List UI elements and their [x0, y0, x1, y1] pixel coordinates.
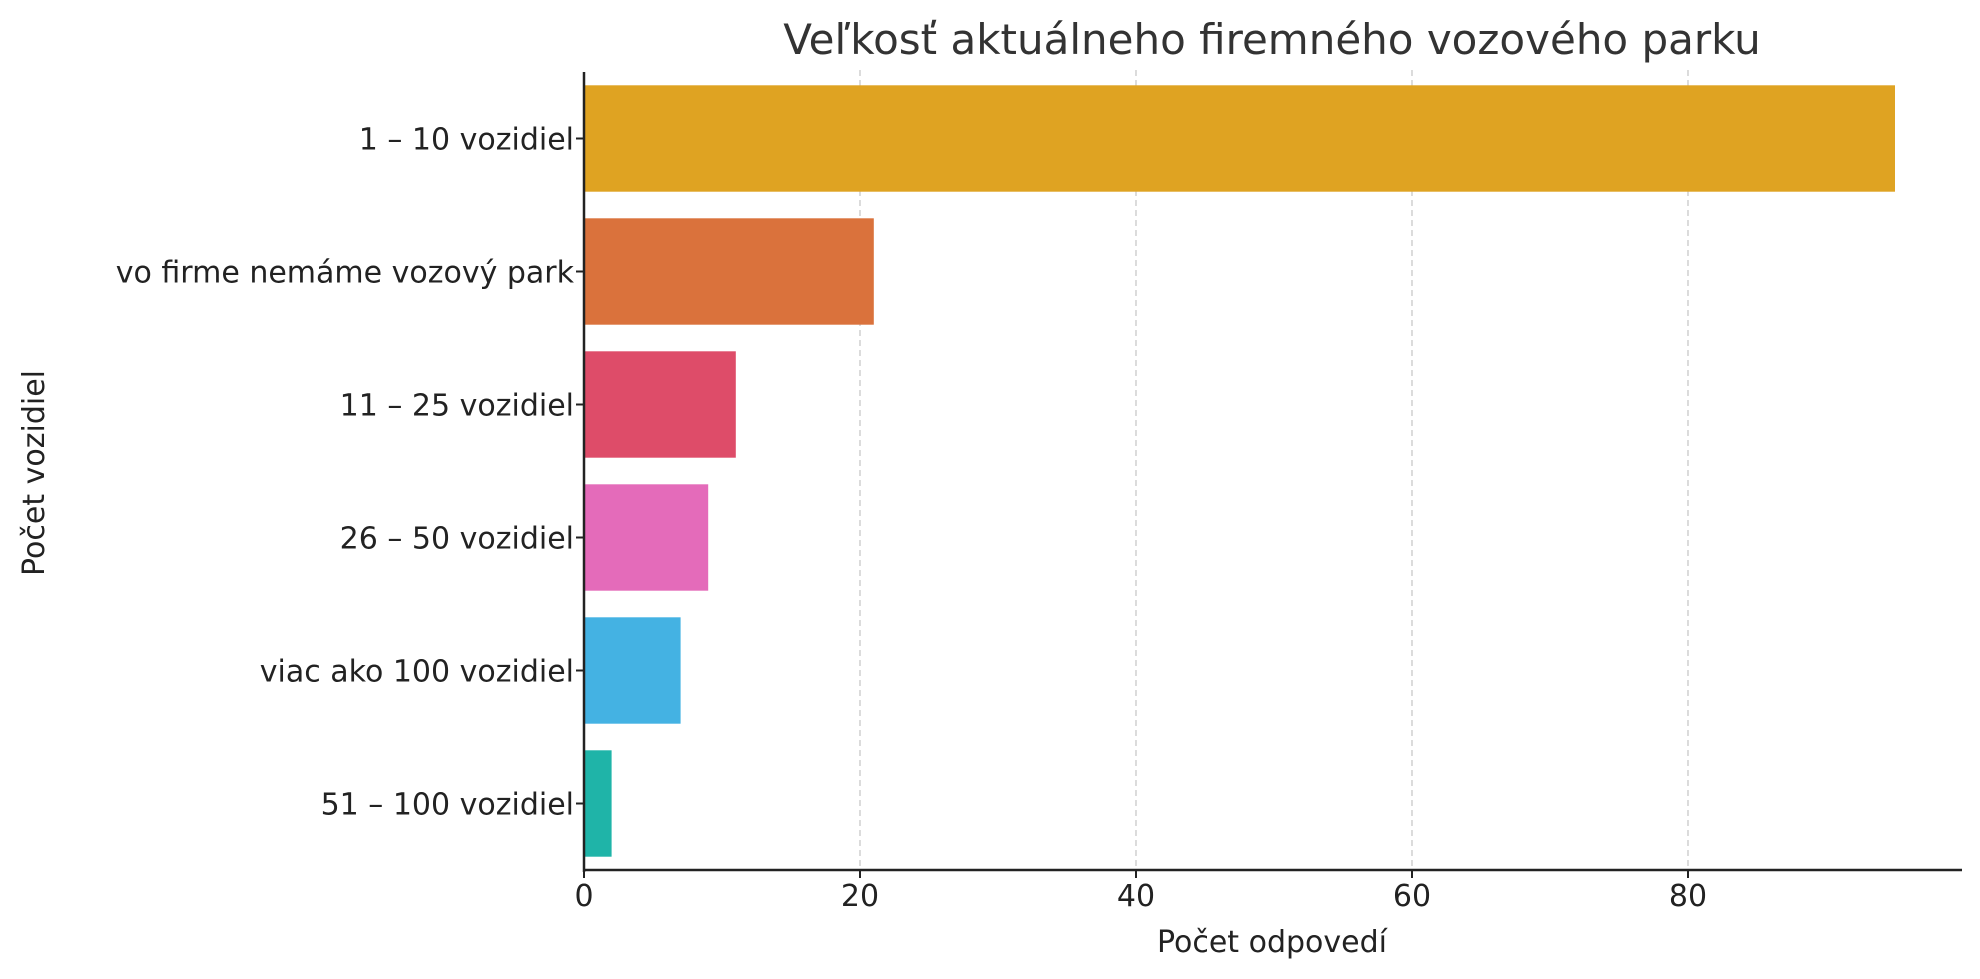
y-tick-label: 1 – 10 vozidiel — [359, 123, 574, 158]
bar — [584, 351, 736, 458]
x-tick-label: 0 — [574, 879, 593, 914]
bar — [584, 85, 1895, 192]
y-tick-label: 11 – 25 vozidiel — [340, 389, 574, 424]
ticks: 0 20 40 60 80 1 – 10 vozidiel vo firme nemáme … — [116, 123, 1707, 915]
bar — [584, 617, 681, 724]
chart-title: Veľkosť aktuálneho firemného vozového pa… — [783, 15, 1761, 64]
x-tick-label: 80 — [1669, 879, 1707, 914]
bar — [584, 750, 612, 857]
y-tick-label: 51 – 100 vozidiel — [321, 788, 574, 823]
x-axis-label: Počet odpovedí — [1157, 925, 1389, 960]
bar — [584, 484, 709, 591]
x-tick-label: 20 — [841, 879, 879, 914]
gridlines — [859, 70, 1689, 870]
bar — [584, 218, 874, 325]
bars — [584, 85, 1895, 857]
axes — [582, 72, 1962, 872]
y-tick-label: viac ako 100 vozidiel — [260, 655, 574, 690]
x-tick-label: 60 — [1393, 879, 1431, 914]
y-tick-label: 26 – 50 vozidiel — [340, 522, 574, 557]
y-tick-label: vo firme nemáme vozový park — [116, 256, 575, 291]
x-tick-label: 40 — [1117, 879, 1155, 914]
y-axis-label: Počet vozidiel — [17, 370, 52, 576]
